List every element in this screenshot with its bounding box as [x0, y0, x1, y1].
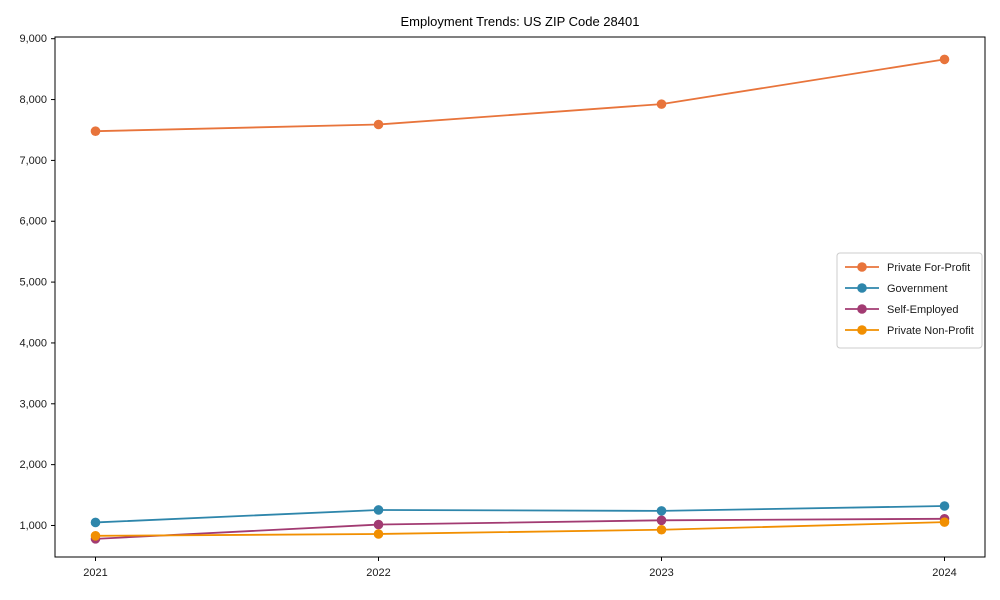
data-point-government-2024 [939, 501, 950, 511]
data-point-private-for-profit-2024 [939, 54, 950, 65]
data-point-self-employed-2023 [656, 515, 667, 526]
data-point-self-employed-2022 [373, 519, 384, 530]
y-tick-label: 6,000 [19, 216, 47, 228]
legend: Private For-Profit Government Self-Employe… [836, 252, 983, 349]
data-point-private-non-profit-2023 [656, 524, 667, 535]
legend-item-label: Private For-Profit [887, 262, 970, 274]
legend-item-self-employed: Self-Employed [845, 304, 959, 316]
series-private-non-profit [90, 517, 950, 541]
x-tick-label: 2021 [83, 567, 107, 579]
series-line-private-for-profit [95, 58, 945, 133]
legend-item-label: Government [887, 283, 948, 295]
plot-frame [54, 36, 986, 558]
data-point-government-2022 [373, 505, 384, 515]
series-line-self-employed [95, 517, 945, 540]
legend-item-government: Government [845, 283, 948, 295]
data-point-private-for-profit-2022 [373, 119, 384, 130]
y-tick-label: 3,000 [19, 398, 47, 410]
series-line-private-non-profit [95, 521, 945, 537]
legend-marker-icon [857, 283, 867, 293]
legend-marker-icon [857, 325, 867, 335]
legend-item-label: Self-Employed [887, 304, 959, 316]
plot-series [90, 54, 950, 544]
series-private-for-profit [90, 54, 950, 136]
y-tick-label: 9,000 [19, 33, 47, 45]
legend-box [836, 252, 983, 349]
data-point-private-non-profit-2024 [939, 517, 950, 527]
y-tick-label: 2,000 [19, 459, 47, 471]
y-tick-label: 8,000 [19, 94, 47, 106]
chart-title: Employment Trends: US ZIP Code 28401 [401, 14, 640, 29]
legend-item-private-non-profit: Private Non-Profit [845, 325, 974, 337]
y-tick-label: 4,000 [19, 337, 47, 349]
data-point-private-for-profit-2021 [90, 126, 101, 136]
series-government [90, 501, 950, 528]
data-point-government-2023 [656, 506, 667, 516]
axes: 1,000 2,000 3,000 4,000 5,000 6,000 7,000 8,000… [19, 33, 986, 579]
data-point-government-2021 [90, 517, 101, 528]
legend-item-label: Private Non-Profit [887, 325, 974, 337]
y-tick-label: 7,000 [19, 155, 47, 167]
data-point-private-non-profit-2022 [373, 529, 384, 539]
y-tick-label: 5,000 [19, 277, 47, 289]
series-line-government [95, 505, 945, 524]
x-tick-label: 2023 [649, 567, 673, 579]
legend-marker-icon [857, 304, 867, 314]
x-tick-label: 2024 [932, 567, 956, 579]
y-tick-label: 1,000 [19, 520, 47, 532]
legend-item-private-for-profit: Private For-Profit [845, 262, 970, 274]
data-point-private-for-profit-2023 [656, 99, 667, 109]
series-self-employed [90, 513, 950, 544]
data-point-private-non-profit-2021 [90, 531, 101, 541]
legend-marker-icon [857, 262, 867, 272]
x-tick-label: 2022 [366, 567, 390, 579]
